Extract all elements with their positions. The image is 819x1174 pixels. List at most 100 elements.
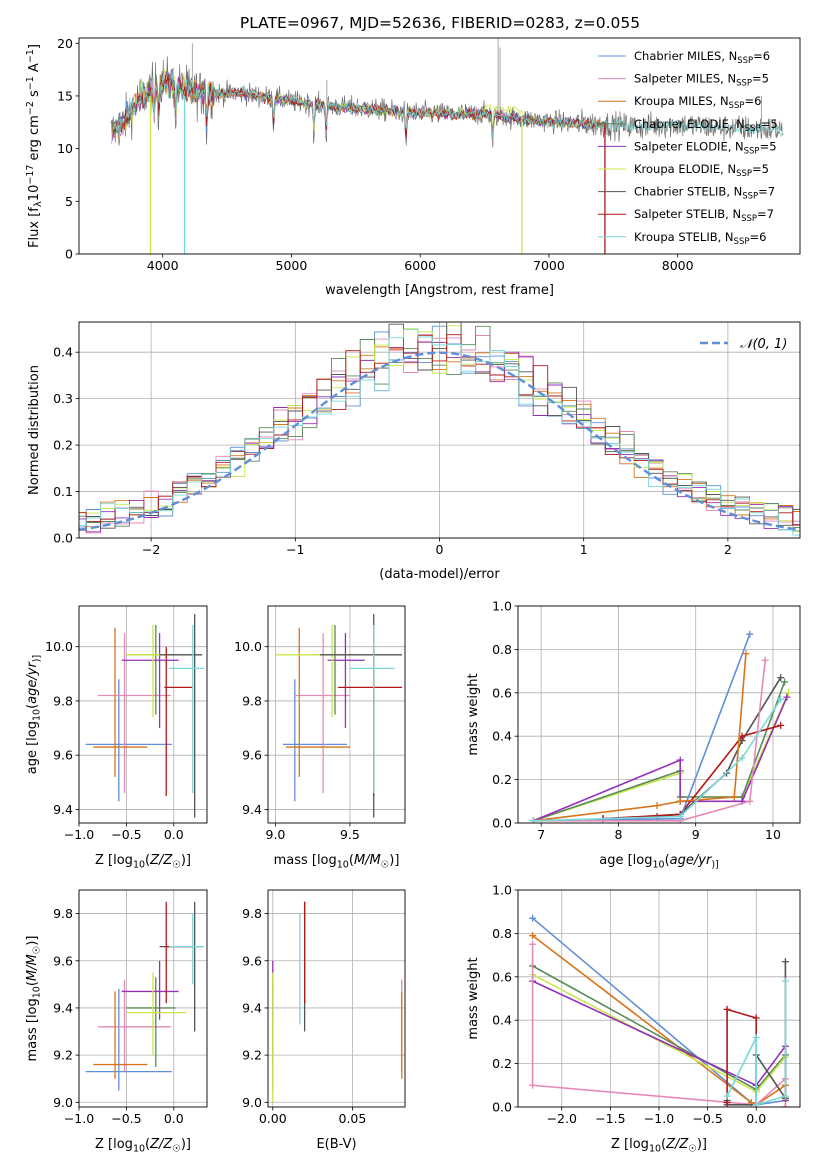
residuals-ytick-label: 0.2: [53, 438, 73, 453]
age-vs-Z-ytick-label: 9.8: [53, 693, 73, 708]
age-vs-Z-frame: [78, 605, 208, 824]
residuals-xlabel: (data-model)/error: [379, 567, 500, 582]
weight-vs-age-xtick-label: 8: [614, 827, 622, 842]
mass-vs-EBV-ytick-label: 9.6: [242, 953, 262, 968]
age-vs-mass-ytick-label: 9.8: [242, 693, 262, 708]
age-vs-Z-xlabel: Z [log10(Z/Z☉)]: [95, 853, 191, 871]
spectrum-ytick-label: 20: [57, 36, 73, 51]
mass-vs-EBV-xlabel: E(B-V): [316, 1137, 356, 1152]
weight-vs-Z-ytick-label: 0.6: [492, 969, 512, 984]
mass-weight-marker: [529, 817, 537, 823]
weight-vs-Z-frame: [517, 889, 801, 1108]
spectrum-model-line: [113, 70, 783, 142]
mass-weight-marker: [746, 797, 754, 805]
legend-label: Salpeter ELODIE, NSSP=5: [634, 139, 777, 156]
age-vs-mass-xlabel: mass [log10(M/M☉)]: [274, 853, 400, 871]
mass-vs-Z-xtick-label: −1.0: [64, 1111, 94, 1126]
legend-label: Salpeter STELIB, NSSP=7: [634, 207, 774, 224]
age-vs-Z-xtick-label: −1.0: [64, 827, 94, 842]
mass-weight-marker: [781, 1103, 789, 1107]
spectrum-xlabel: wavelength [Angstrom, rest frame]: [325, 283, 554, 298]
weight-vs-age-ylabel: mass weight: [466, 673, 481, 755]
spectrum-legend: Chabrier MILES, NSSP=6 Salpeter MILES, NS…: [598, 49, 778, 247]
residuals-xtick-label: 2: [724, 542, 732, 557]
mass-vs-Z-grid: [78, 890, 207, 1107]
legend-label: Kroupa STELIB, NSSP=6: [634, 230, 766, 247]
figure-title: PLATE=0967, MJD=52636, FIBERID=0283, z=0…: [240, 14, 640, 32]
mass-weight-marker: [752, 1014, 760, 1022]
spectrum-xtick-label: 5000: [276, 258, 308, 273]
age-vs-Z-ytick-label: 10.0: [45, 639, 73, 654]
spectrum-xtick-label: 8000: [662, 258, 694, 273]
weight-vs-age-data: [529, 630, 792, 823]
weight-vs-age-xlabel: age [log10(age/yr)]: [599, 853, 718, 871]
legend-label: Salpeter MILES, NSSP=5: [634, 72, 769, 89]
legend-label: Chabrier ELODIE, NSSP=5: [634, 117, 778, 134]
mass-vs-Z-ytick-label: 9.4: [53, 1000, 73, 1015]
age-vs-mass-ytick-label: 9.6: [242, 748, 262, 763]
weight-vs-Z-ytick-label: 1.0: [492, 883, 512, 898]
mass-weight-marker: [781, 678, 789, 686]
age-vs-mass-data: [275, 614, 403, 818]
plot-mass-vs-Z: −1.0 −0.5 0.0 9.0 9.2 9.4 9.6 9.8 Z [log10(Z/Z☉)…: [25, 889, 208, 1155]
mass-weight-marker: [723, 1005, 731, 1013]
mass-vs-Z-ylabel: mass [log10(M/M☉)]: [25, 936, 43, 1062]
age-vs-mass-ytick-label: 9.4: [242, 802, 262, 817]
residuals-grid: [79, 322, 800, 539]
weight-vs-Z-grid: [518, 889, 800, 1108]
age-vs-Z-ytick-label: 9.4: [53, 802, 73, 817]
mass-weight-marker: [529, 1081, 537, 1089]
mass-weight-marker: [723, 1099, 731, 1107]
weight-vs-age-ytick-label: 0.8: [492, 642, 512, 657]
mass-vs-Z-data: [85, 901, 205, 1091]
mass-weight-line: [533, 698, 782, 822]
spectrum-data: [110, 38, 784, 254]
mass-weight-marker: [781, 958, 789, 966]
age-vs-mass-frame: [267, 605, 406, 824]
weight-vs-age-xtick-label: 9: [692, 827, 700, 842]
spectrum-ytick-label: 15: [57, 88, 73, 103]
weight-vs-Z-xtick-label: −2.0: [547, 1111, 577, 1126]
mass-weight-line: [533, 633, 751, 822]
residual-histogram: [79, 328, 800, 536]
residuals-ylabel: Normed distribution: [27, 365, 42, 495]
mass-vs-EBV-ytick-label: 9.4: [242, 1000, 262, 1015]
residuals-data: [79, 322, 800, 536]
legend-label: Kroupa MILES, NSSP=6: [634, 94, 761, 111]
plot-weight-vs-age: 7 8 9 10 0.0 0.2 0.4 0.6 0.8 1.0 age [log10(age/yr…: [466, 599, 801, 871]
weight-vs-Z-ylabel: mass weight: [466, 957, 481, 1039]
spectrum-model-line: [113, 72, 606, 137]
weight-vs-age-xtick-label: 10: [765, 827, 781, 842]
mass-vs-EBV-ytick-label: 9.0: [242, 1095, 262, 1110]
plot-residuals: −2 −1 0 1 2 0.0 0.1 0.2 0.3 0.4 (data-model)/error…: [27, 321, 801, 582]
plot-spectrum: 4000 5000 6000 7000 8000 0 5 10 15 20 wavelength […: [25, 36, 801, 298]
mass-weight-marker: [723, 1092, 731, 1100]
mass-weight-marker: [676, 797, 684, 805]
mass-weight-marker: [752, 1034, 760, 1042]
plot-mass-vs-EBV: 0.00 0.05 9.0 9.2 9.4 9.6 9.8 E(B-V): [242, 889, 406, 1152]
mass-weight-line: [602, 724, 781, 820]
mass-vs-Z-xtick-label: 0.0: [164, 1111, 184, 1126]
weight-vs-age-ytick-label: 0.4: [492, 729, 512, 744]
mass-weight-marker: [781, 1092, 789, 1100]
mass-vs-Z-xtick-label: −0.5: [111, 1111, 141, 1126]
mass-weight-marker: [738, 754, 746, 762]
legend-label: Kroupa ELODIE, NSSP=5: [634, 162, 769, 179]
residuals-xtick-label: 1: [580, 542, 588, 557]
mass-vs-Z-ytick-label: 9.8: [53, 906, 73, 921]
plot-age-vs-mass: 9.0 9.5 9.4 9.6 9.8 10.0 mass [log10(M/M☉)]: [234, 605, 406, 871]
mass-vs-Z-ytick-label: 9.2: [53, 1048, 73, 1063]
mass-vs-Z-frame: [78, 889, 208, 1108]
weight-vs-Z-ytick-label: 0.4: [492, 1013, 512, 1028]
age-vs-Z-ytick-label: 9.6: [53, 748, 73, 763]
residuals-ytick-label: 0.0: [53, 531, 73, 546]
mass-weight-marker: [529, 940, 537, 948]
mass-weight-marker: [783, 693, 791, 701]
mass-weight-marker: [777, 721, 785, 729]
residuals-ytick-label: 0.3: [53, 391, 73, 406]
spectrum-xtick-label: 6000: [404, 258, 436, 273]
weight-vs-age-ytick-label: 1.0: [492, 599, 512, 614]
spectrum-ylabel: Flux [fλ10−17 erg cm−2 s−1 A−1]: [25, 44, 44, 248]
legend-label: 𝒩(0, 1): [740, 337, 787, 352]
